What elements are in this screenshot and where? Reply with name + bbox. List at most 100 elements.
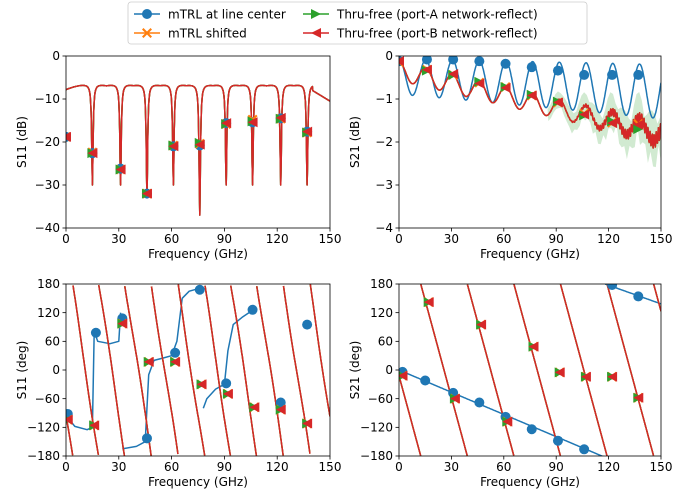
data-point-triangle-left [170,356,181,367]
x-tick-label: 150 [319,460,342,474]
series-line-thru-free-b [66,84,330,216]
x-axis-label: Frequency (GHz) [480,247,580,261]
data-point-triangle-left [66,414,73,425]
legend-entry: mTRL shifted [134,27,247,41]
data-point-triangle-left [249,402,260,413]
uncertainty-band [547,91,661,168]
data-point-triangle-left [500,82,511,93]
legend-label: mTRL shifted [168,27,247,41]
x-tick-label: 90 [549,460,564,474]
data-point-circle [194,284,205,295]
series-markers [66,284,313,444]
x-tick-label: 60 [496,460,511,474]
data-point-circle [633,69,644,80]
data-point-circle [302,319,313,330]
data-point-triangle-left [194,139,205,150]
x-tick-label: 120 [266,460,289,474]
data-point-triangle-left [196,379,207,390]
y-tick-label: 60 [378,335,393,349]
data-point-triangle-left [66,131,71,142]
x-tick-label: 150 [650,460,673,474]
data-point-triangle-left [474,78,485,89]
data-point-circle [247,304,258,315]
y-tick-label: 60 [45,335,60,349]
data-point-circle [552,435,563,446]
plot-area [399,284,661,456]
y-tick-label: −4 [375,221,393,235]
data-point-triangle-left [502,416,513,427]
data-point-circle [579,444,590,455]
x-tick-label: 60 [496,232,511,246]
y-tick-label: −10 [35,92,60,106]
data-point-triangle-left [275,404,286,415]
data-point-triangle-left [526,90,537,101]
data-point-triangle-left [168,141,179,152]
legend-label: Thru-free (port-B network-reflect) [336,27,538,41]
legend-label: Thru-free (port-A network-reflect) [336,8,538,22]
data-point-triangle-left [117,318,128,329]
x-tick-label: 60 [164,232,179,246]
y-tick-label: −20 [35,135,60,149]
x-tick-label: 120 [597,460,620,474]
y-tick-label: −120 [360,421,393,435]
x-tick-label: 60 [164,460,179,474]
data-point-circle [633,291,644,302]
y-axis-label: S21 (deg) [348,341,362,400]
data-point-triangle-left [143,356,154,367]
series-line-thru-free-b [399,284,661,456]
legend-marker [142,9,152,19]
x-axis-label: Frequency (GHz) [148,475,248,489]
panel-s11-phase: 0 30 60 90 120 150 −180 −120 −60 0 60 120 180 Frequen… [15,277,341,489]
y-tick-label: 0 [385,363,393,377]
data-point-circle [141,433,152,444]
y-tick-label: −180 [360,449,393,463]
y-tick-label: −60 [368,392,393,406]
y-axis-label: S11 (dB) [15,116,29,168]
data-point-triangle-left [89,420,100,431]
data-point-circle [170,347,181,358]
data-point-triangle-left [552,97,563,108]
x-tick-label: 150 [650,232,673,246]
y-tick-label: −1 [375,92,393,106]
y-tick-label: −2 [375,135,393,149]
y-tick-label: −120 [27,421,60,435]
x-tick-label: 30 [111,460,126,474]
legend-frame [127,1,588,45]
data-point-circle [474,397,485,408]
y-tick-label: −40 [35,221,60,235]
y-tick-label: 120 [37,306,60,320]
x-tick-label: 0 [62,460,70,474]
data-point-triangle-left [141,188,152,199]
y-tick-label: 0 [385,49,393,63]
x-tick-label: 90 [549,232,564,246]
data-point-triangle-left [580,371,591,382]
data-point-triangle-left [633,392,644,403]
panel-s21-phase: 0 30 60 90 120 150 −180 −120 −60 0 60 120 180 Frequen… [348,277,672,489]
x-tick-label: 150 [319,232,342,246]
data-point-circle [607,69,618,80]
data-point-circle [552,65,563,76]
data-point-circle [221,378,232,389]
data-point-triangle-left [579,109,590,120]
data-point-circle [579,69,590,80]
data-point-triangle-left [448,69,459,80]
legend-marker [311,28,321,38]
data-point-circle [275,397,286,408]
legend-entry: Thru-free (port-B network-reflect) [303,27,538,41]
y-tick-label: −3 [375,178,393,192]
data-point-triangle-left [275,112,286,123]
data-point-triangle-left [528,341,539,352]
data-point-triangle-left [423,297,434,308]
x-axis-label: Frequency (GHz) [480,475,580,489]
data-point-triangle-left [607,118,618,129]
data-point-circle [526,62,537,73]
plot-area [399,56,661,168]
legend-entry: Thru-free (port-A network-reflect) [303,8,538,22]
x-tick-label: 90 [217,460,232,474]
panels: 0 30 60 90 120 150 −40 −3 0 −20 −10 0 Frequency (GHz… [15,49,672,489]
series-markers [399,56,644,135]
data-point-circle [90,327,101,338]
y-axis-label: S21 (dB) [348,116,362,168]
data-point-triangle-left [554,367,565,378]
legend-label: mTRL at line center [168,8,286,22]
